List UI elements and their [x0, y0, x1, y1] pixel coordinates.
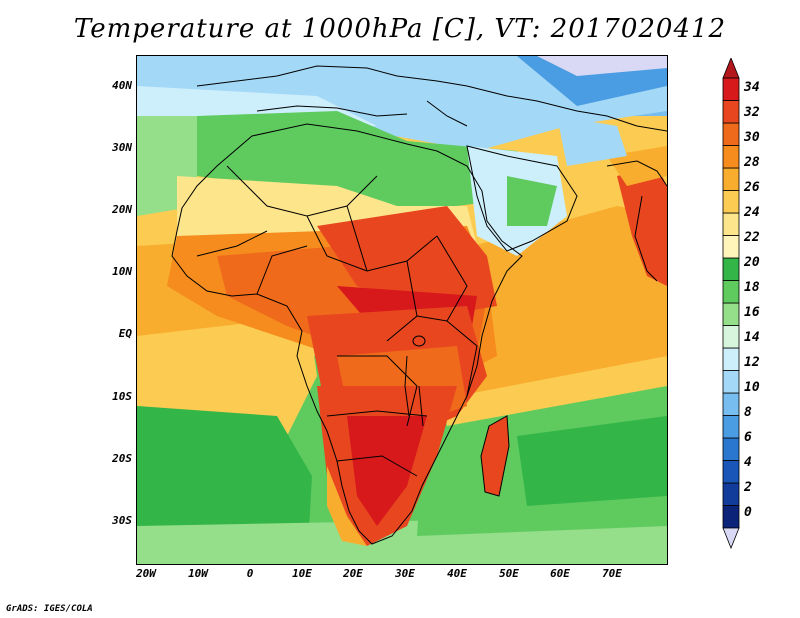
colorbar-overflow-high	[722, 58, 740, 79]
colorbar-segment	[722, 392, 740, 416]
colorbar-label: 22	[744, 230, 760, 245]
colorbar-label: 20	[744, 255, 760, 270]
colorbar-segment	[722, 77, 740, 101]
colorbar-label: 28	[744, 155, 760, 170]
colorbar-segment	[722, 145, 740, 169]
colorbar-label: 18	[744, 280, 760, 295]
colorbar-segment	[722, 347, 740, 371]
colorbar-label: 2	[744, 480, 752, 495]
colorbar-label: 14	[744, 330, 760, 345]
lon-tick-label: 60E	[550, 567, 570, 580]
colorbar-segment	[722, 257, 740, 281]
lon-tick-label: 70E	[602, 567, 622, 580]
colorbar-segment	[722, 122, 740, 146]
colorbar-segment	[722, 235, 740, 259]
colorbar-label: 16	[744, 305, 760, 320]
colorbar-label: 30	[744, 130, 760, 145]
colorbar-label: 26	[744, 180, 760, 195]
lon-tick-label: 40E	[447, 567, 467, 580]
lat-tick-label: 30N	[112, 141, 132, 154]
colorbar-label: 8	[744, 405, 752, 420]
colorbar-segment	[722, 415, 740, 439]
colorbar-label: 34	[744, 80, 760, 95]
lon-tick-label: 20E	[343, 567, 363, 580]
credit-text: GrADS: IGES/COLA	[6, 604, 93, 614]
temperature-map	[136, 55, 668, 565]
colorbar-label: 10	[744, 380, 760, 395]
lat-tick-label: EQ	[118, 327, 132, 340]
colorbar	[722, 58, 740, 550]
colorbar-segment	[722, 505, 740, 529]
colorbar-segment	[722, 190, 740, 214]
colorbar-segment	[722, 100, 740, 124]
lon-tick-label: 0	[246, 567, 254, 580]
colorbar-segment	[722, 482, 740, 506]
colorbar-segment	[722, 212, 740, 236]
colorbar-segment	[722, 460, 740, 484]
lon-tick-label: 50E	[499, 567, 519, 580]
map-title: Temperature at 1000hPa [C], VT: 20170204…	[73, 14, 727, 44]
colorbar-segment	[722, 302, 740, 326]
colorbar-segment	[722, 325, 740, 349]
colorbar-segment	[722, 167, 740, 191]
lat-tick-label: 20S	[112, 452, 132, 465]
colorbar-segment	[722, 280, 740, 304]
lat-tick-label: 40N	[112, 79, 132, 92]
colorbar-overflow-low	[722, 527, 740, 550]
colorbar-segment	[722, 370, 740, 394]
lat-tick-label: 10S	[112, 390, 132, 403]
colorbar-segment	[722, 437, 740, 461]
lon-tick-label: 10W	[188, 567, 208, 580]
lon-tick-label: 10E	[292, 567, 312, 580]
colorbar-label: 6	[744, 430, 752, 445]
lat-tick-label: 20N	[112, 203, 132, 216]
lon-tick-label: 20W	[136, 567, 156, 580]
lat-tick-label: 30S	[112, 514, 132, 527]
colorbar-label: 0	[744, 505, 752, 520]
colorbar-label: 4	[744, 455, 752, 470]
lat-tick-label: 10N	[112, 265, 132, 278]
lon-tick-label: 30E	[395, 567, 415, 580]
colorbar-label: 32	[744, 105, 760, 120]
colorbar-label: 12	[744, 355, 760, 370]
colorbar-label: 24	[744, 205, 760, 220]
